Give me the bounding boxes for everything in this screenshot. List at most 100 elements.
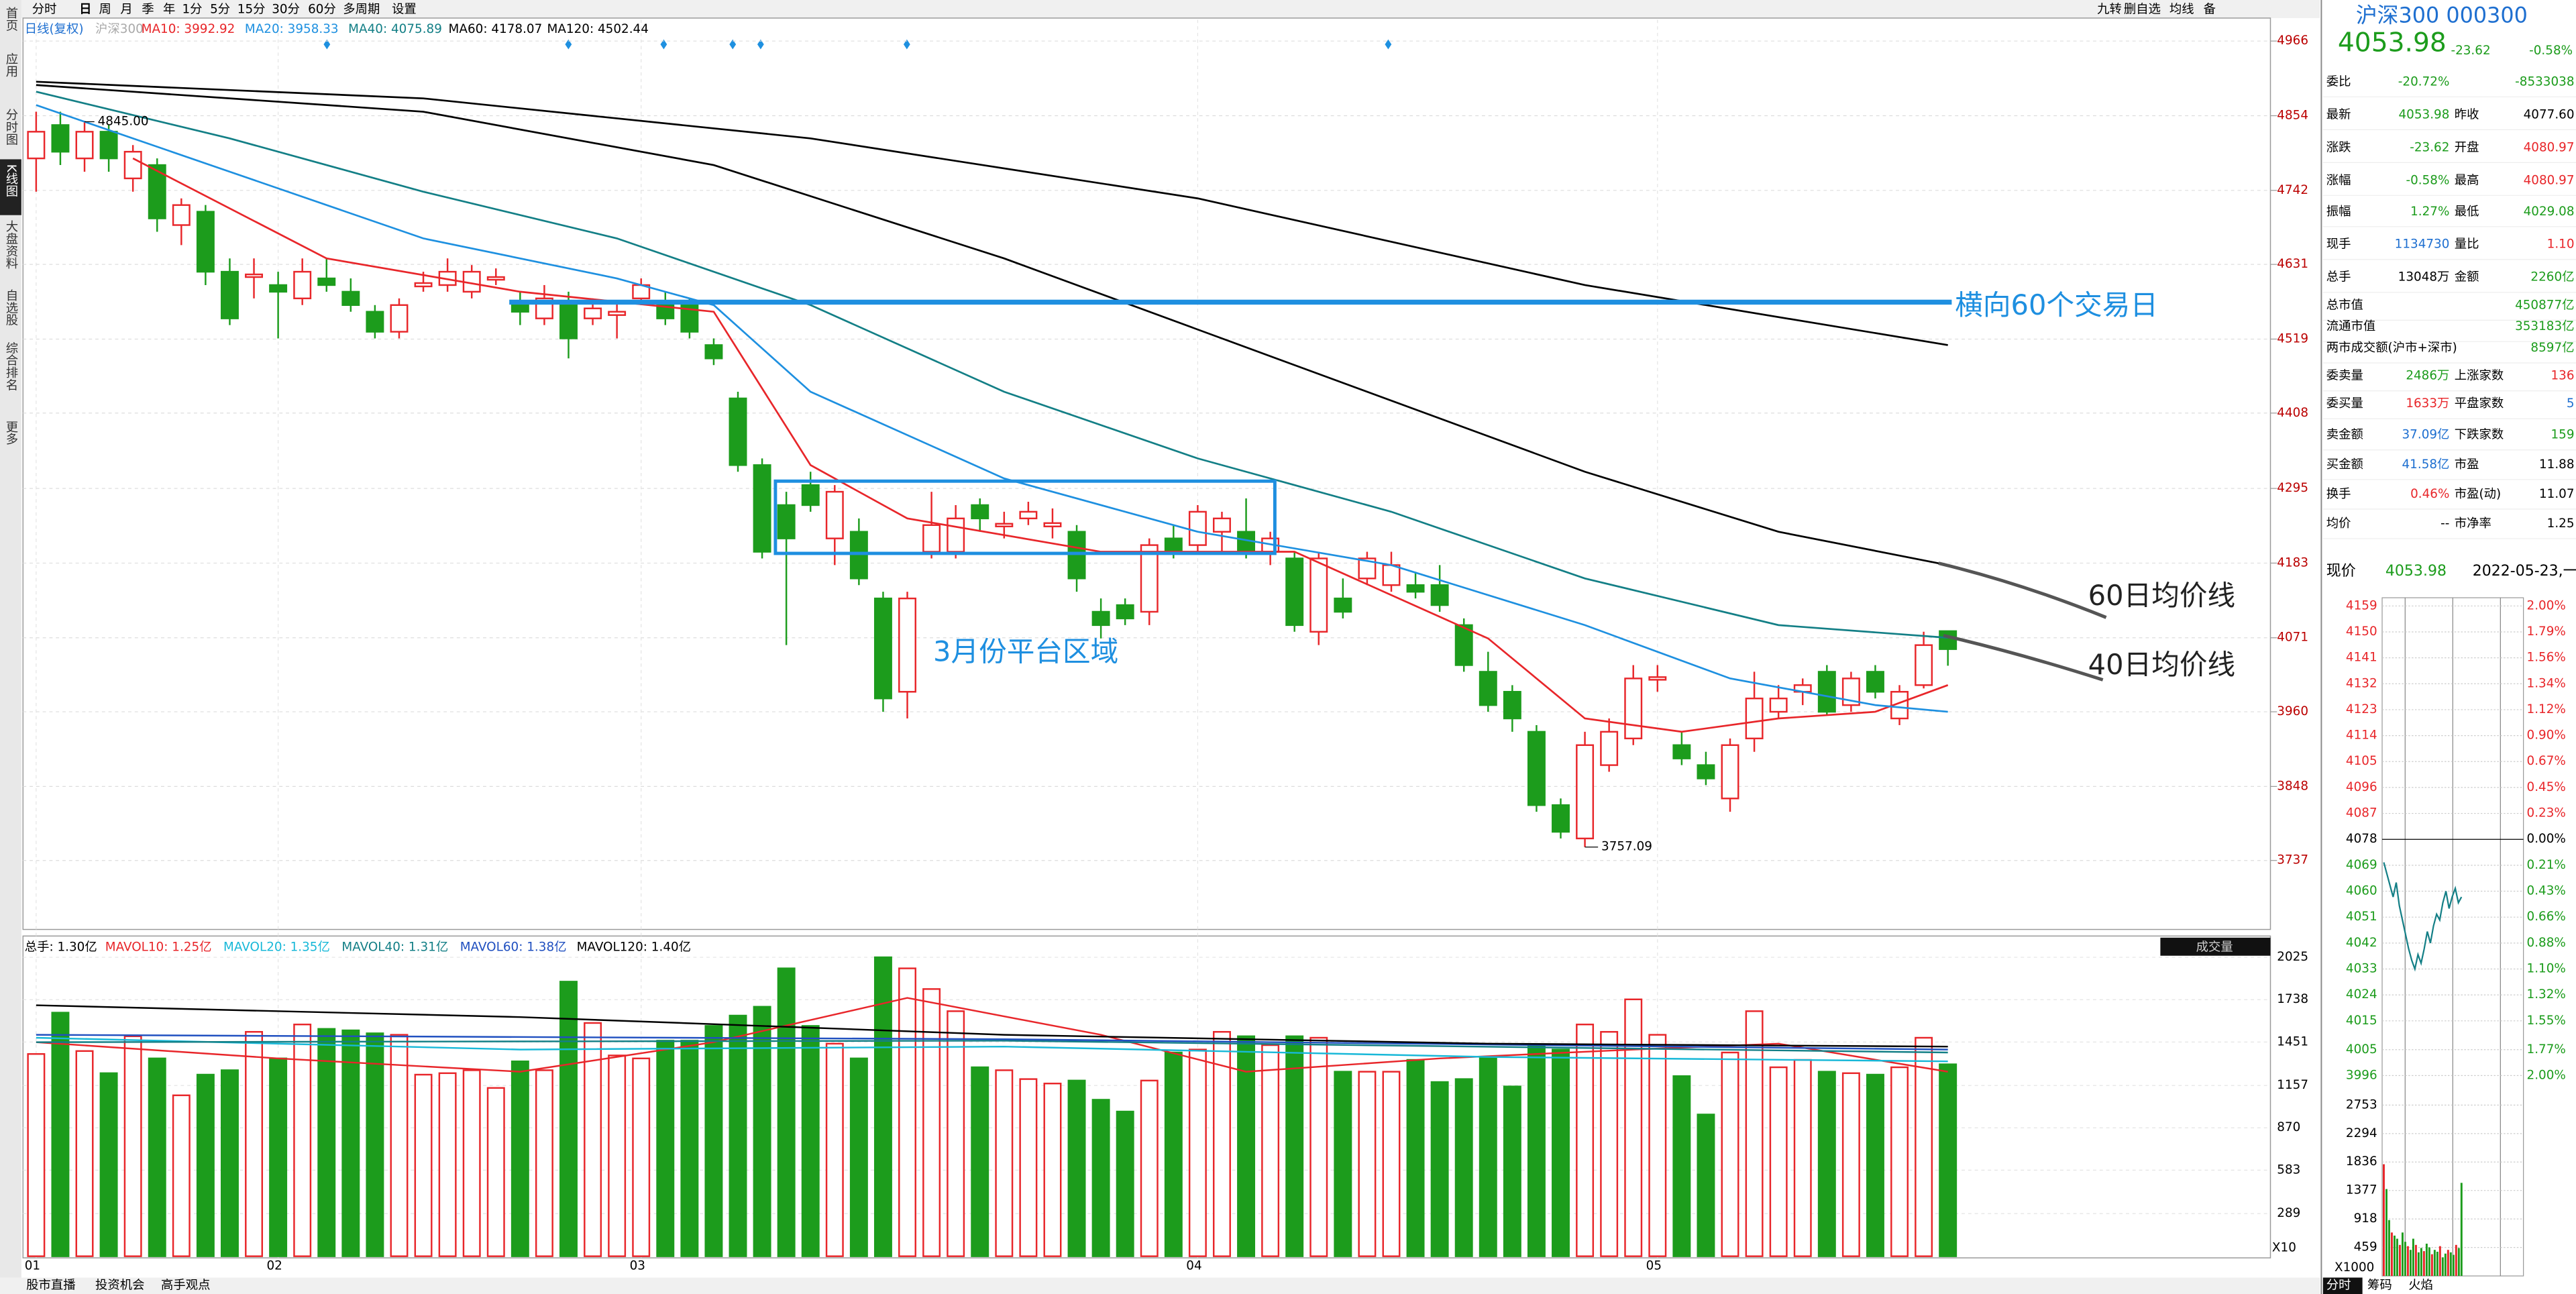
intraday-volume-bar [2441,1257,2444,1277]
volume-bar [680,1040,699,1257]
period-label: 日线(复权) [25,22,84,36]
candle-body [317,277,336,286]
intraday-pct-label: 0.88% [2527,936,2566,950]
annotation: 60日均价线 [2088,579,2235,612]
candle-body [801,484,820,506]
sidebar-item[interactable]: 综合排名 [4,341,18,390]
toolbar-button[interactable]: 季 [142,3,154,17]
volume-ma-line [36,1034,1948,1050]
quote-value: 1.27% [2410,205,2449,219]
now-date: 2022-05-23,一 [2473,563,2576,580]
candle-body [922,524,941,553]
intraday-volume-bar [2425,1243,2428,1277]
intraday-volume-bar [2401,1232,2404,1277]
intraday-vol-label: 2753 [2346,1097,2377,1112]
intraday-volume-bar [2412,1238,2414,1277]
y-tick-label: 4742 [2277,183,2308,197]
quote-value: 2486万 [2406,369,2449,383]
toolbar-button[interactable]: 九转 [2097,3,2122,17]
toolbar-button[interactable]: 年 [163,3,175,17]
toolbar-button[interactable]: 分时 [32,3,57,17]
quote-pct: -0.58% [2529,44,2573,58]
y-tick-label: 1738 [2277,992,2308,1006]
volume-ma-line [36,1004,1948,1048]
volume-bar [1164,1051,1183,1257]
candle-body [729,397,747,466]
candle-body [269,284,288,293]
volume-bar [1430,1081,1449,1257]
sidebar-item[interactable]: 分时图 [4,109,18,146]
drawn-box [773,479,1277,555]
intraday-vol-label: 1836 [2346,1154,2377,1169]
candle-body [1672,744,1691,759]
toolbar-button[interactable]: 15分 [237,3,266,17]
sidebar-item[interactable]: 自选股 [4,289,18,326]
candle-body [172,204,191,226]
candle-body [75,131,94,160]
y-tick-label: 4071 [2277,631,2308,645]
volume-bar [1043,1082,1062,1257]
volume-bar [341,1029,360,1257]
toolbar-button[interactable]: 日 [79,3,91,17]
intraday-vol-label: 2294 [2346,1126,2377,1140]
toolbar-button[interactable]: 1分 [182,3,203,17]
candle-body [414,282,433,288]
intraday-volume-bar [2420,1248,2422,1277]
quote-value: 4053.98 [2398,107,2449,121]
sidebar-item[interactable]: K线图 [4,164,18,197]
quote-label: 卖金额 [2326,428,2363,442]
price-panel [22,17,2271,930]
bottom-tab[interactable]: 股市直播 [26,1279,75,1293]
bottom-tab[interactable]: 高手观点 [161,1279,210,1293]
candle-body [1091,610,1110,627]
legend-entry: MAVOL60: 1.38亿 [460,940,567,954]
toolbar [0,0,2320,18]
quote-label: 昨收 [2455,107,2479,121]
intraday-pct-label: 0.45% [2527,780,2566,794]
toolbar-button[interactable]: 删自选 [2124,3,2161,17]
toolbar-button[interactable]: 均线 [2169,3,2194,17]
quote-change: -23.62 [2451,44,2490,58]
volume-bar [438,1072,457,1257]
quote-label: 平盘家数 [2455,396,2504,411]
volume-bar [753,1006,771,1257]
quote-label: 均价 [2326,517,2351,531]
quote-label: 两市成交额(沪市+深市) [2326,341,2457,355]
toolbar-button[interactable]: 备 [2204,3,2216,17]
toolbar-button[interactable]: 设置 [392,3,417,17]
intraday-y-label: 4096 [2346,780,2377,794]
right-tab[interactable]: 分时 [2326,1279,2351,1293]
quote-value: 4080.97 [2524,140,2575,154]
sidebar-item[interactable]: 应用 [4,52,18,77]
volume-ma-line [36,1036,1948,1063]
intraday-volume-unit: X1000 [2334,1260,2374,1275]
legend-entry: MAVOL120: 1.40亿 [577,940,691,954]
right-tab[interactable]: 筹码 [2367,1279,2392,1293]
toolbar-button[interactable]: 60分 [308,3,336,17]
sidebar-item[interactable]: 更多 [4,421,18,445]
candle-body [1164,537,1183,553]
toolbar-button[interactable]: 30分 [272,3,300,17]
candle-body [898,597,916,693]
intraday-volume-bar [2417,1252,2420,1277]
toolbar-button[interactable]: 5分 [210,3,230,17]
volume-bar [1939,1063,1957,1257]
quote-label: 振幅 [2326,205,2351,219]
toolbar-button[interactable]: 月 [120,3,132,17]
sidebar-item[interactable]: 首页 [4,7,18,32]
volume-selector[interactable] [2160,937,2271,956]
volume-bar [99,1072,118,1257]
quote-value: 37.09亿 [2402,428,2449,442]
y-tick-label: 4408 [2277,406,2308,420]
bottom-tab[interactable]: 投资机会 [95,1279,144,1293]
sidebar-item[interactable]: 大盘资料 [4,220,18,269]
right-tab[interactable]: 火焰 [2408,1279,2433,1293]
toolbar-button[interactable]: 周 [99,3,111,17]
plot: 分时 日周月季年 1分 5分 15分 30分 60分 多周期 设置 九转 删自选 均线 备 首页应用分时图… [0,3,2576,1294]
quote-value: 8597亿 [2530,341,2574,355]
x-tick-label: 01 [25,1258,40,1273]
quote-label: 市净率 [2455,517,2491,531]
intraday-volume-bar [2398,1244,2401,1277]
toolbar-button[interactable]: 多周期 [343,3,380,17]
volume-bar [1745,1010,1764,1257]
